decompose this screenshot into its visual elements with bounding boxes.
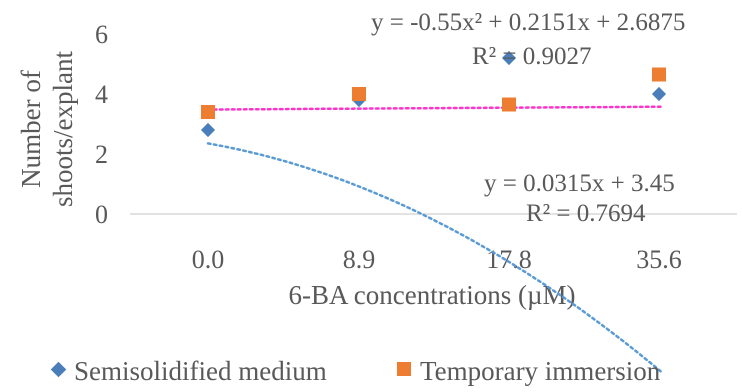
x-tick-labels: 0.0 8.9 17.8 35.6 [192, 245, 682, 274]
temporary-immersion-trendline [206, 105, 663, 111]
x-tick-label-2: 17.8 [486, 245, 532, 274]
y-tick-label-6: 6 [95, 20, 108, 49]
y-tick-label-4: 4 [95, 80, 108, 109]
trendlines [206, 105, 663, 373]
y-axis-title-group: Number of shoots/explant [16, 51, 78, 207]
temporary-immersion-point-0 [201, 105, 215, 119]
y-tick-label-2: 2 [95, 140, 108, 169]
legend-marker-semisolidified [50, 361, 67, 378]
x-tick-label-1: 8.9 [343, 245, 376, 274]
semisolidified-point-2 [501, 50, 517, 66]
legend-label-semisolidified: Semisolidified medium [74, 356, 327, 386]
x-axis-title: 6-BA concentrations (µM) [289, 280, 576, 310]
polynomial-trend-equation: y = -0.55x² + 0.2151x + 2.6875 [371, 9, 685, 36]
x-tick-label-3: 35.6 [636, 245, 682, 274]
semisolidified-point-3 [651, 86, 667, 102]
data-markers [200, 50, 667, 138]
legend-marker-temporary-immersion [397, 362, 411, 376]
y-axis-title-line-1: Number of [16, 70, 46, 188]
legend: Semisolidified medium Temporary immersio… [50, 356, 661, 386]
y-tick-labels: 0 2 4 6 [95, 20, 108, 229]
x-tick-label-0: 0.0 [192, 245, 225, 274]
linear-trend-r2: R² = 0.7694 [526, 200, 646, 227]
semisolidified-point-0 [200, 122, 216, 138]
legend-label-temporary-immersion: Temporary immersion [420, 356, 661, 386]
temporary-immersion-point-2 [502, 97, 516, 112]
linear-trend-equation: y = 0.0315x + 3.45 [484, 170, 675, 197]
y-axis-title-line-2: shoots/explant [48, 51, 78, 207]
semisolidified-trendline [206, 142, 663, 373]
temporary-immersion-point-3 [652, 67, 666, 82]
y-tick-label-0: 0 [95, 200, 108, 229]
polynomial-trend-r2: R² = 0.9027 [472, 43, 592, 70]
temporary-immersion-point-1 [352, 87, 366, 101]
